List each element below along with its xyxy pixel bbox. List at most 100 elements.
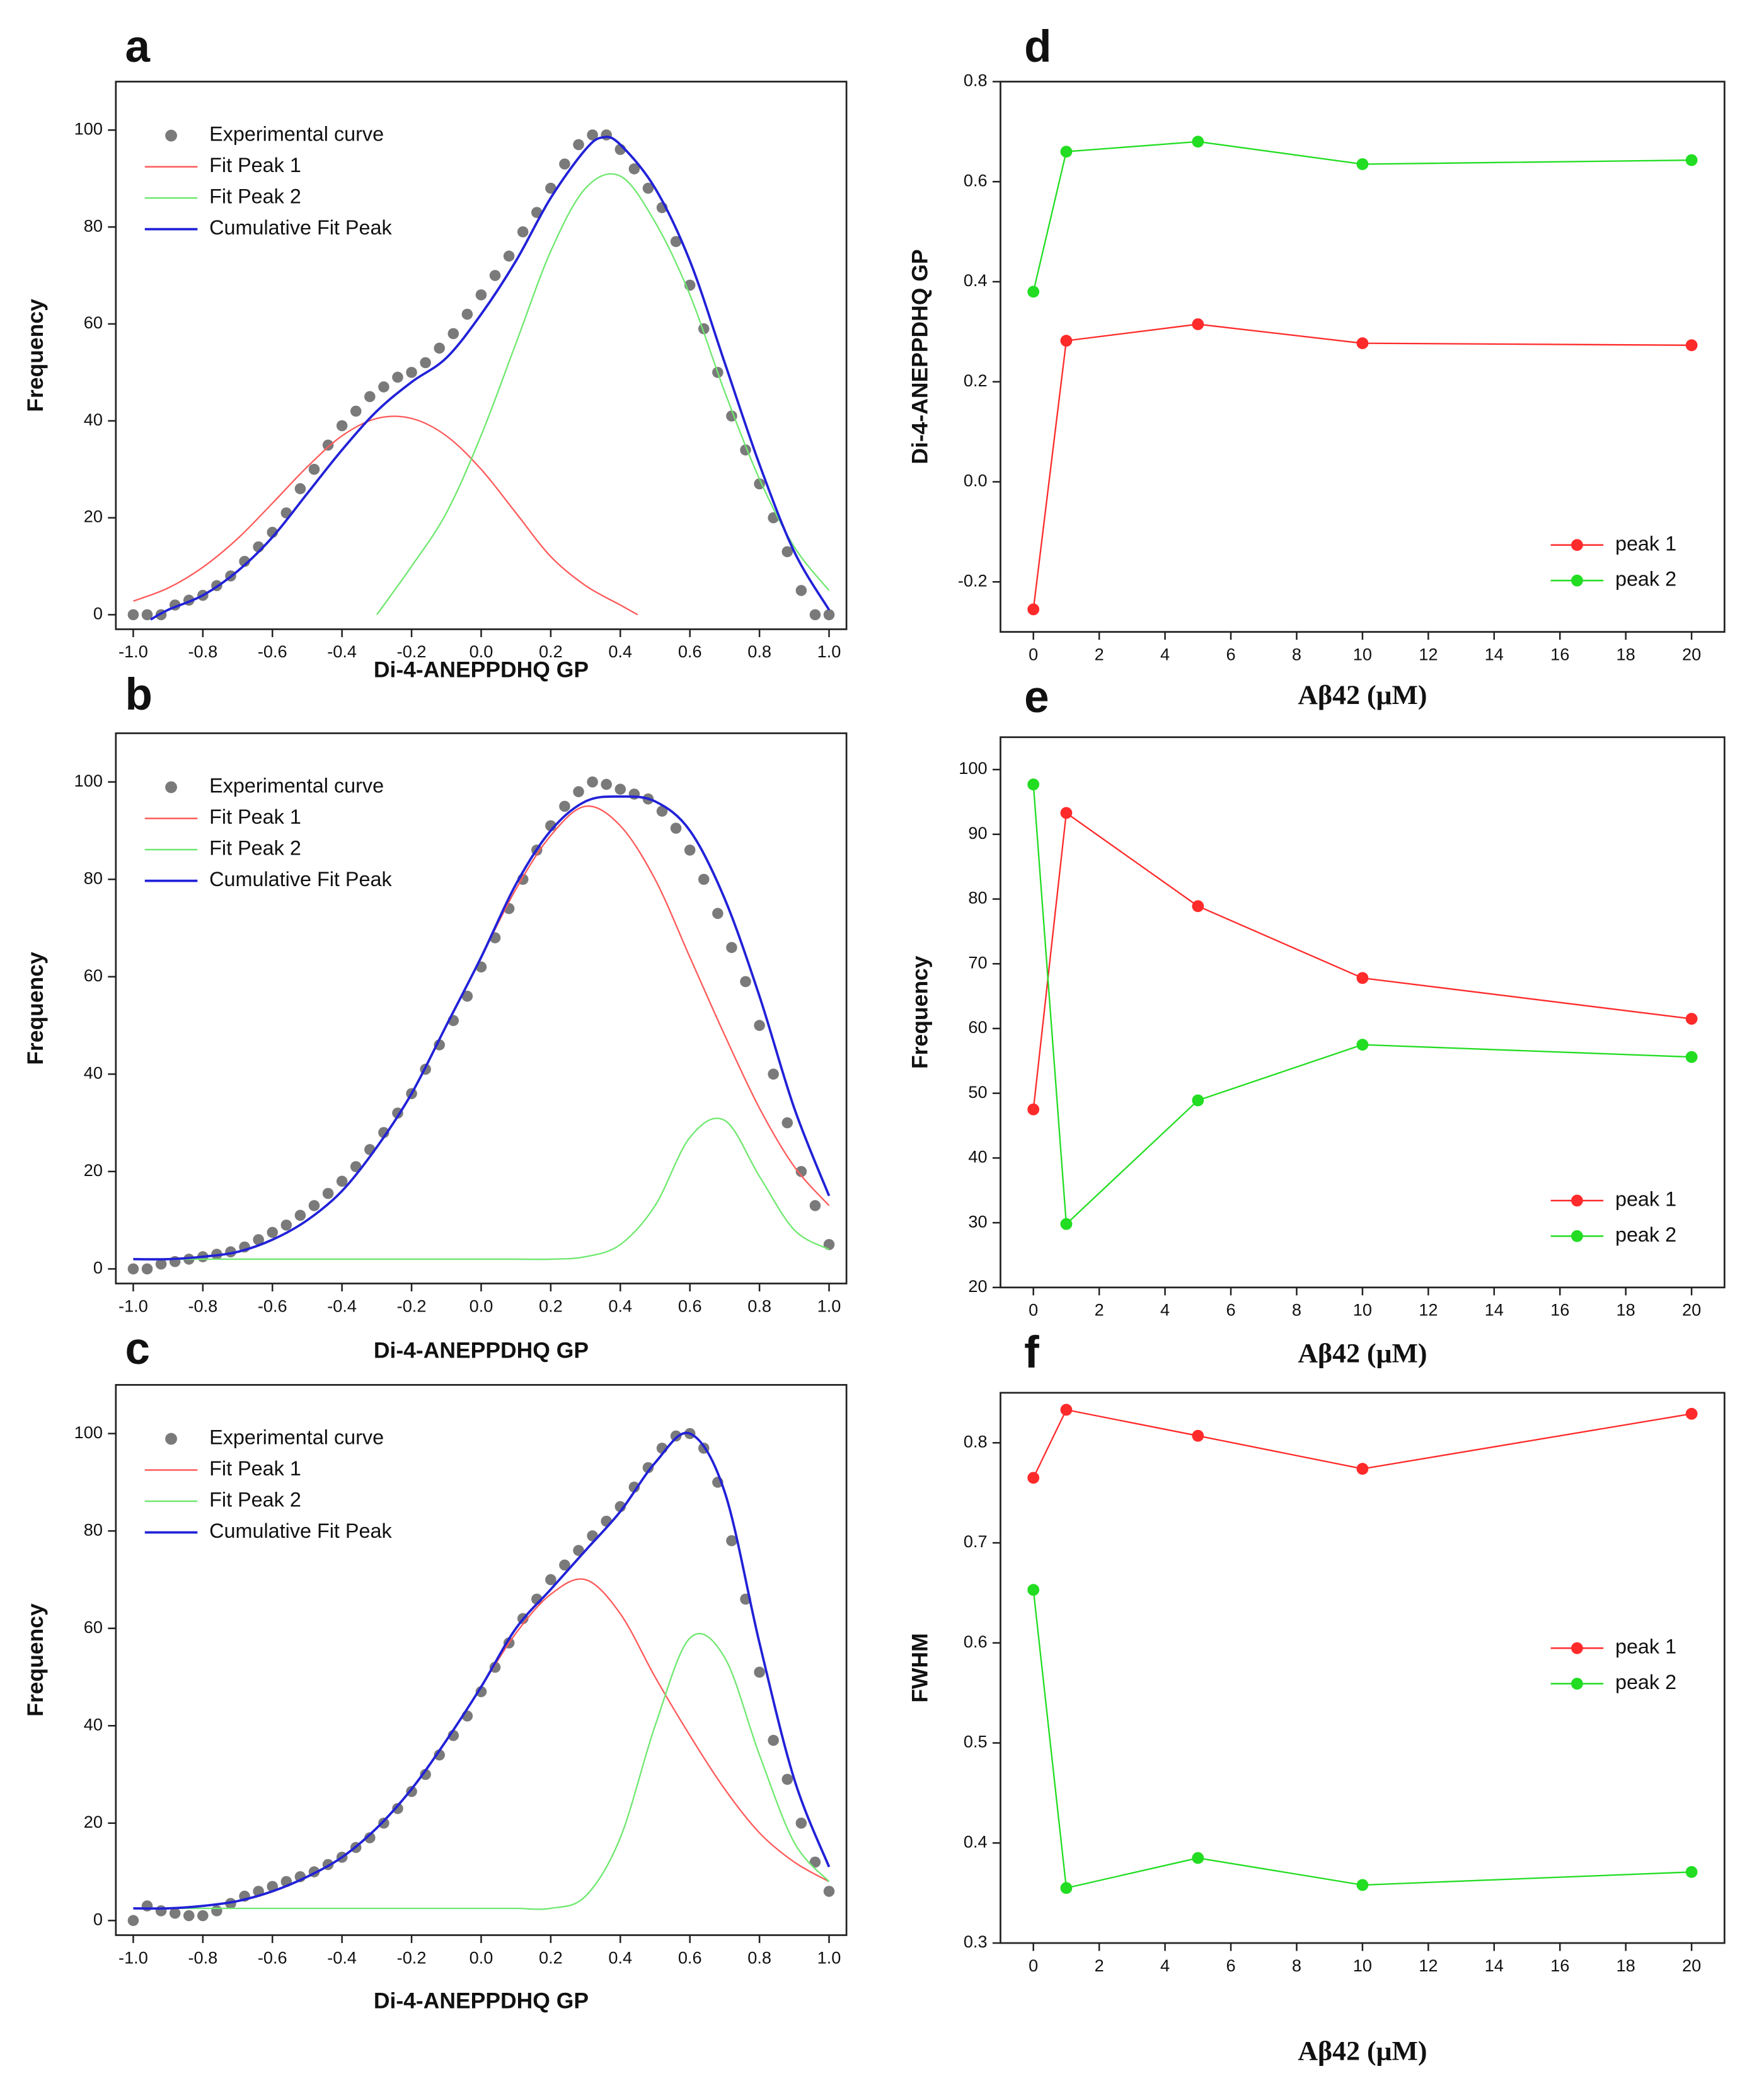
y-tick-label: 90 [968,823,987,843]
series-line [1032,811,1692,1110]
data-point [587,776,598,788]
data-point [559,800,570,812]
x-tick-label: 4 [1160,1300,1170,1320]
data-point [1060,1404,1073,1416]
data-point [1192,1094,1204,1107]
x-tick-label: -0.2 [397,1947,427,1967]
panel-letter: e [1024,672,1049,722]
data-point [823,609,835,621]
data-point [781,546,793,558]
data-point [308,1200,320,1211]
x-tick-label: 20 [1682,644,1701,664]
y-tick-label: 60 [84,313,103,332]
data-point [587,129,598,141]
y-tick-label: 0.5 [964,1732,988,1751]
x-tick-label: -0.4 [327,642,357,661]
data-point [155,1258,167,1270]
legend-marker [1571,1642,1583,1654]
data-point [197,1910,209,1922]
legend-marker [165,129,177,142]
data-point [781,1117,793,1129]
data-point [573,139,584,151]
x-tick-label: 14 [1485,644,1504,664]
y-tick-label: 100 [74,1422,103,1442]
x-tick-label: 18 [1617,1956,1635,1975]
series-line [133,415,638,616]
y-tick-label: 80 [968,888,987,908]
y-tick-label: 70 [968,952,987,972]
data-point [670,236,682,248]
data-point [378,381,389,393]
data-point [1685,1051,1698,1063]
y-tick-label: 0.8 [964,1431,988,1451]
x-tick-label: 18 [1617,1300,1635,1320]
y-tick-label: 80 [84,1520,103,1539]
data-point [434,1749,445,1761]
x-tick-label: 0.4 [608,1947,632,1967]
legend-label: Fit Peak 1 [209,805,301,828]
legend-label: peak 1 [1615,1188,1676,1211]
data-point [364,1832,376,1843]
data-point [1356,337,1369,350]
series-line [1032,784,1692,1226]
y-tick-label: 0.8 [964,71,988,90]
data-point [1192,318,1204,330]
x-tick-label: 16 [1550,644,1569,664]
x-tick-label: 6 [1226,644,1235,664]
data-point [1192,136,1204,148]
data-point [420,1768,431,1780]
x-axis-label: Aβ42 (μM) [1298,1339,1427,1369]
y-tick-label: 40 [84,1714,103,1734]
y-tick-label: 80 [84,216,103,235]
legend-label: Fit Peak 1 [209,154,301,176]
x-tick-label: 0.8 [747,1947,771,1967]
data-point [294,483,306,495]
panel-letter: c [125,1324,150,1374]
x-tick-label: 0.4 [608,1296,632,1315]
legend-marker [1571,574,1583,587]
data-point [712,908,723,920]
x-tick-label: -0.6 [258,1296,287,1315]
x-tick-label: 12 [1419,1956,1438,1975]
data-point [1060,335,1073,347]
data-point [434,342,445,354]
data-point [1192,1429,1204,1442]
data-point [447,328,459,340]
x-tick-label: 10 [1353,644,1372,664]
x-tick-label: 16 [1550,1300,1569,1320]
data-point [573,1545,584,1556]
data-point [169,1907,181,1919]
x-tick-label: -0.4 [327,1947,357,1967]
legend-label: peak 2 [1615,568,1676,591]
data-point [698,874,710,885]
y-tick-label: 0.6 [964,170,988,190]
x-tick-label: 0.6 [678,1296,702,1315]
data-point [350,1161,362,1172]
x-tick-label: 2 [1095,1300,1104,1320]
data-point [378,1818,389,1829]
x-tick-label: 10 [1353,1956,1372,1975]
y-tick-label: 0 [93,1258,103,1277]
data-point [141,1900,153,1912]
x-tick-label: -0.2 [397,642,427,661]
series-line [133,1632,830,1910]
x-tick-label: 0.0 [470,1296,493,1315]
y-tick-label: 20 [968,1276,987,1296]
data-point [392,371,403,383]
data-point [475,289,487,301]
y-axis-label: Di-4-ANEPPDHQ GP [908,249,933,464]
data-point [1192,900,1204,913]
y-tick-label: 40 [84,410,103,429]
data-point [670,822,682,834]
data-point [614,783,626,795]
y-tick-label: 30 [968,1211,987,1231]
legend-marker [1571,1194,1583,1207]
y-tick-label: 20 [84,1812,103,1831]
data-point [809,1200,821,1211]
data-point [601,129,612,141]
y-tick-label: 60 [84,1617,103,1637]
data-point [336,420,348,432]
panel-letter: b [125,670,152,720]
panel-letter: f [1024,1328,1039,1378]
